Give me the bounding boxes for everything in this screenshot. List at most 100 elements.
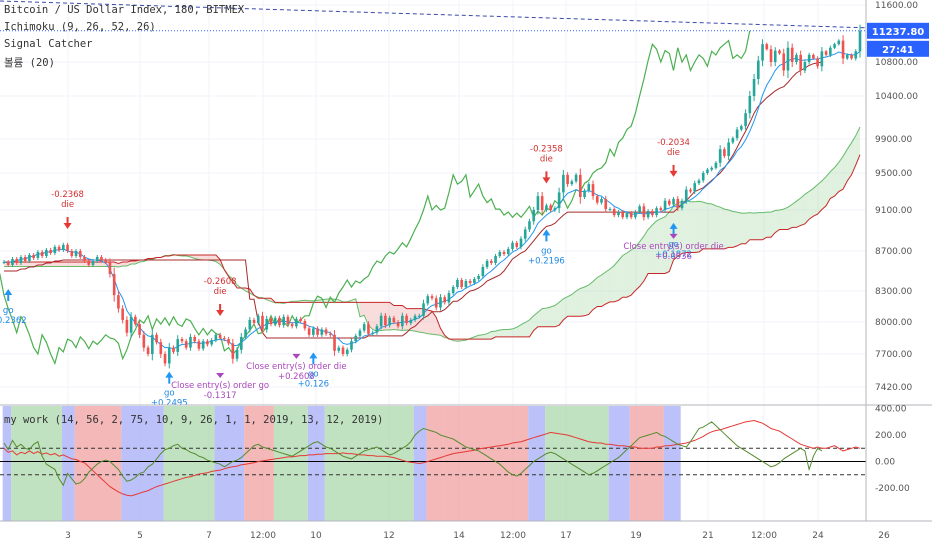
candle bbox=[206, 339, 209, 347]
cloud-segment bbox=[758, 212, 763, 240]
candle-body bbox=[231, 343, 235, 359]
cloud-segment bbox=[432, 311, 437, 335]
ichimoku-cloud bbox=[4, 126, 861, 342]
candle bbox=[858, 24, 862, 58]
x-tick-label: 12:00 bbox=[500, 531, 526, 541]
candle bbox=[74, 248, 78, 258]
oscillator-legend[interactable]: my work (14, 56, 2, 75, 10, 9, 26, 1, 1,… bbox=[4, 414, 384, 426]
cloud-segment bbox=[771, 210, 776, 238]
band-green bbox=[11, 406, 63, 521]
candle-body bbox=[49, 249, 52, 253]
cloud-segment bbox=[800, 194, 805, 226]
candle-body bbox=[676, 198, 680, 209]
cloud-segment bbox=[203, 255, 208, 260]
signal-exit[interactable]: Close entry(s) order die+0.2608 bbox=[246, 353, 347, 382]
cloud-segment bbox=[559, 298, 564, 326]
cloud-segment bbox=[838, 156, 844, 192]
candle-body bbox=[28, 255, 31, 261]
cloud-segment bbox=[131, 261, 136, 264]
cloud-segment bbox=[665, 212, 670, 274]
ichimoku-legend[interactable]: Ichimoku (9, 26, 52, 26) bbox=[4, 21, 156, 33]
signal-go[interactable]: go+0.2495 bbox=[151, 371, 188, 409]
candle bbox=[2, 260, 6, 264]
last-price-badge[interactable]: 11237.80 bbox=[867, 22, 929, 39]
candle-body bbox=[197, 341, 201, 349]
cloud-segment bbox=[546, 307, 551, 327]
candle-body bbox=[328, 333, 332, 335]
signal-value: +0.2608 bbox=[278, 372, 315, 382]
candle-body bbox=[566, 174, 569, 185]
candle-body bbox=[723, 149, 726, 156]
candle bbox=[714, 161, 718, 170]
candle bbox=[227, 336, 230, 346]
cloud-segment bbox=[609, 265, 615, 302]
candle-body bbox=[574, 174, 578, 182]
candle-body bbox=[502, 252, 506, 254]
signal-label: die bbox=[667, 148, 680, 158]
countdown-badge[interactable]: 27:41 bbox=[867, 40, 929, 57]
x-tick-label: 26 bbox=[878, 531, 890, 541]
y-tick-label: 10400.00 bbox=[875, 92, 918, 102]
candle-body bbox=[790, 47, 794, 62]
signal-value: +0.2495 bbox=[151, 399, 188, 409]
exit-marker-icon bbox=[216, 373, 225, 378]
candle bbox=[634, 210, 637, 220]
osc-y-tick-label: 200.00 bbox=[875, 431, 907, 441]
cloud-segment bbox=[652, 220, 657, 274]
up-arrow-icon bbox=[542, 229, 551, 242]
candle bbox=[676, 196, 680, 212]
candle-body bbox=[104, 260, 108, 262]
signal-label: go bbox=[3, 306, 14, 316]
candle bbox=[701, 170, 705, 183]
candle bbox=[816, 56, 819, 69]
candle-body bbox=[265, 318, 269, 330]
candle bbox=[464, 279, 468, 289]
candle-body bbox=[549, 205, 552, 210]
cloud-segment bbox=[393, 305, 399, 330]
cloud-segment bbox=[588, 281, 594, 315]
y-tick-label: 9100.00 bbox=[875, 206, 912, 216]
cloud-segment bbox=[749, 212, 755, 240]
signal-value: +0.2196 bbox=[528, 256, 565, 266]
signal-go[interactable]: go+0.2196 bbox=[528, 229, 565, 266]
candle bbox=[146, 345, 150, 357]
signal-go[interactable]: go+0.1872 bbox=[655, 222, 692, 260]
down-arrow-icon bbox=[669, 164, 678, 177]
candle bbox=[752, 73, 756, 102]
candle-body bbox=[303, 320, 307, 329]
down-arrow-icon bbox=[216, 304, 225, 316]
candle bbox=[748, 90, 752, 119]
candle-body bbox=[248, 319, 252, 330]
candle bbox=[451, 285, 455, 296]
candle-body bbox=[396, 322, 400, 327]
candle-body bbox=[333, 334, 336, 351]
cloud-segment bbox=[406, 308, 411, 331]
candle-body bbox=[320, 329, 324, 335]
candle bbox=[70, 248, 74, 258]
candle-body bbox=[468, 281, 472, 283]
candle bbox=[278, 315, 281, 328]
candle-body bbox=[362, 324, 366, 331]
cloud-segment bbox=[783, 207, 788, 230]
volume-legend[interactable]: 볼륨 (20) bbox=[4, 57, 55, 69]
candle-body bbox=[146, 347, 150, 354]
candle-body bbox=[193, 336, 197, 342]
signal-catcher-legend[interactable]: Signal Catcher bbox=[4, 38, 93, 50]
signal-exit[interactable]: Close entry(s) order go-0.1317 bbox=[171, 373, 269, 401]
signal-go[interactable]: go+0.2362 bbox=[0, 289, 27, 326]
cloud-segment bbox=[520, 322, 526, 337]
signal-go[interactable]: go+0.126 bbox=[298, 352, 329, 389]
signal-exit[interactable]: Close entry(s) order die+0.0936 bbox=[623, 233, 724, 262]
cloud-segment bbox=[635, 241, 640, 291]
countdown-badge-bg bbox=[867, 40, 929, 57]
candle bbox=[337, 345, 341, 353]
cloud-segment bbox=[584, 285, 589, 316]
candle-body bbox=[295, 318, 298, 327]
candle-body bbox=[591, 184, 595, 197]
candle bbox=[299, 316, 302, 324]
